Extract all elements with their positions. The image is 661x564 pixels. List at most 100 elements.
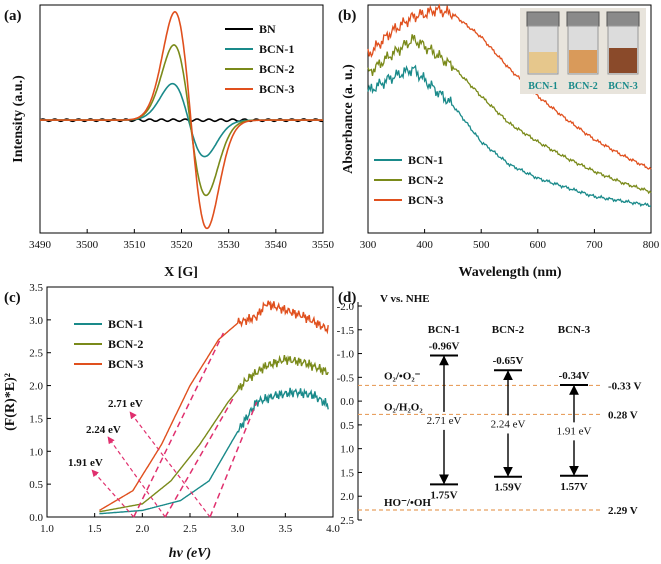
legend-label: BCN-1 [408,153,443,167]
legend-label: BCN-3 [408,193,443,207]
legend-label: BCN-3 [108,357,143,371]
cb-value-label: -0.34V [559,370,590,382]
panel-a-ylabel: Intensity (a.u.) [11,75,26,163]
x-tick-label: 3510 [123,239,146,251]
series-line-bcn-3 [99,300,329,512]
y-tick-label: 1.5 [340,467,354,479]
panel-b-x-ticks: 300 400 500 600 700 800 [360,229,660,251]
x-tick-label: 700 [586,239,603,251]
panel-c-annotations: 2.71 eV 2.24 eV 1.91 eV [68,398,211,518]
panel-d-bands: BCN-1 -0.96V 1.75V 2.71 eV BCN-2 -0.65V 1.59V 2… [427,324,592,501]
inset-label-bcn-1: BCN-1 [528,81,557,92]
x-tick-label: 1.5 [88,523,102,535]
ref-value-label: 0.28 V [608,409,638,421]
annotation-arrow [91,469,135,518]
y-tick-label: 0.5 [340,420,354,432]
panel-c-xlabel: hν (eV) [169,546,211,561]
ref-name-label: O₂/•O₂⁻ [384,370,421,382]
panel-a-epr-chart: 3490 3500 3510 3520 3530 3540 3550 BN BCN-1 BCN-… [11,4,335,280]
y-tick-label: 1.0 [340,444,354,456]
panel-b-series [367,3,652,208]
y-tick-label: -0.5 [337,372,355,384]
x-tick-label: 3540 [265,239,288,251]
vial-bcn-1 [526,11,560,75]
panel-c-fit-lines [133,332,258,518]
annotation-label: 2.24 eV [86,424,121,436]
panel-label-b: (b) [338,8,356,24]
ref-name-label: O₂/H₂O₂ [384,401,423,413]
y-tick-label: 2.0 [29,381,43,393]
cb-value-label: -0.96V [429,340,460,352]
x-tick-label: 3490 [29,239,52,251]
cb-value-label: -0.65V [493,355,524,367]
inset-label-bcn-2: BCN-2 [568,81,597,92]
panel-label-a: (a) [4,8,22,24]
panel-b-legend: BCN-1 BCN-2 BCN-3 [374,153,443,207]
band-column-label: BCN-3 [558,324,591,336]
x-tick-label: 2.5 [183,523,197,535]
x-tick-label: 300 [360,239,377,251]
series-line-bcn-3 [40,10,323,230]
x-tick-label: 1.0 [40,523,54,535]
x-tick-label: 600 [530,239,547,251]
legend-label: BCN-1 [259,42,294,56]
y-tick-label: 2.5 [29,348,43,360]
ref-value-label: 2.29 V [608,505,638,517]
series-line-bcn-2 [367,34,652,195]
annotation-label: 1.91 eV [68,457,103,469]
fit-line [133,332,225,518]
ref-value-label: -0.33 V [608,380,641,392]
x-tick-label: 3550 [312,239,335,251]
series-line-bcn-1 [99,387,329,515]
panel-a-series [39,10,324,230]
panel-d-band-diagram: V vs. NHE -2.0 -1.5 -1.0 -0.5 0.0 0.5 1.0 1.5 2.… [337,293,642,527]
fit-line [164,398,234,518]
vial-bcn-2 [566,11,600,75]
panel-b-xlabel: Wavelength (nm) [458,265,561,280]
fit-line [209,401,258,518]
y-tick-label: -2.0 [337,301,355,313]
series-line-bcn-3 [367,3,652,170]
x-tick-label: 500 [473,239,490,251]
inset-label-bcn-3: BCN-3 [608,81,637,92]
vb-value-label: 1.57V [560,481,587,493]
y-tick-label: 0.5 [29,479,43,491]
panel-label-c: (c) [4,290,21,306]
legend-label: BCN-2 [259,62,294,76]
legend-label: BCN-2 [408,173,443,187]
panel-a-xlabel: X [G] [164,265,198,280]
x-tick-label: 3530 [218,239,241,251]
x-tick-label: 800 [643,239,660,251]
x-tick-label: 3.0 [231,523,245,535]
y-tick-label: 3.5 [29,282,43,294]
x-tick-label: 3520 [171,239,194,251]
panel-label-d: (d) [338,290,356,306]
y-tick-label: -1.0 [337,349,355,361]
series-line-bcn-2 [99,354,329,513]
legend-label: BCN-3 [259,82,294,96]
ref-name-label: HO⁻/•OH [384,497,431,509]
y-tick-label: 1.0 [29,446,43,458]
y-tick-label: 2.5 [340,515,354,527]
x-tick-label: 4.0 [326,523,340,535]
panel-b-inset-vials: BCN-1 BCN-2 BCN-3 [520,8,646,94]
annotation-arrow [129,411,211,518]
panel-b-absorbance-chart: 300 400 500 600 700 800 BCN-1 BCN-2 BCN-3 BCN-1… [341,3,660,280]
y-tick-label: 0.0 [340,396,354,408]
vial-bcn-3 [606,11,640,75]
panel-c-legend: BCN-1 BCN-2 BCN-3 [74,317,143,371]
legend-label: BN [259,22,276,36]
x-tick-label: 400 [416,239,433,251]
panel-c-frame [46,286,334,518]
panel-d-reference-lines: -0.33 V 0.28 V 2.29 V O₂/•O₂⁻ O₂/H₂O₂ HO⁻/•OH [358,370,641,517]
band-column-label: BCN-2 [492,324,525,336]
y-tick-label: -1.5 [337,325,355,337]
x-tick-label: 3500 [76,239,99,251]
band-gap-label: 1.91 eV [557,425,592,437]
band-column-label: BCN-1 [428,324,460,336]
panel-a-legend: BN BCN-1 BCN-2 BCN-3 [225,22,294,96]
y-tick-label: 2.0 [340,491,354,503]
x-tick-label: 3.5 [278,523,292,535]
panel-a-x-ticks: 3490 3500 3510 3520 3530 3540 3550 [29,229,335,251]
